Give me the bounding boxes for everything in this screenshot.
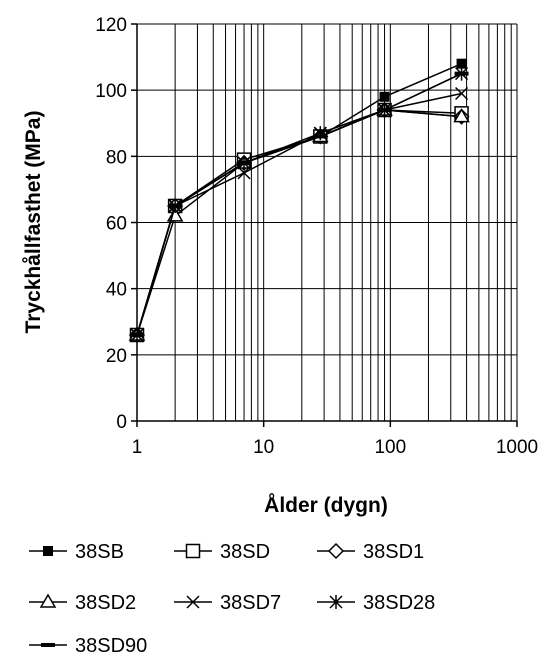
legend-item-38SD90: 38SD90 xyxy=(29,635,147,653)
legend-item-38SD2: 38SD2 xyxy=(29,592,136,614)
series-38SD2 xyxy=(128,101,470,341)
x-tick-label: 10 xyxy=(253,437,274,458)
legend-label: 38SD7 xyxy=(220,592,281,614)
data-point xyxy=(454,71,469,76)
data-point xyxy=(130,332,144,337)
series-line xyxy=(136,92,462,336)
legend-item-38SD1: 38SD1 xyxy=(317,541,424,563)
legend-item-38SD7: 38SD7 xyxy=(174,592,281,614)
data-point xyxy=(453,108,470,123)
legend-label: 38SD1 xyxy=(363,541,424,563)
series-line xyxy=(136,72,462,336)
legend-marker xyxy=(327,542,345,560)
y-axis-title: Tryckhållfasthet (MPa) xyxy=(22,111,45,334)
series-38SB xyxy=(132,58,467,340)
data-point xyxy=(455,86,469,101)
grid xyxy=(136,23,518,422)
x-tick-label: 1000 xyxy=(496,437,538,458)
legend-label: 38SD2 xyxy=(75,592,136,614)
y-tick-label: 60 xyxy=(106,214,127,235)
legend: 38SB 38SD 38SD1 38SD2 38SD7 38SD28 38SD90 xyxy=(29,541,435,653)
data-point xyxy=(377,108,392,113)
legend-marker xyxy=(329,595,343,609)
data-point xyxy=(379,91,390,102)
legend-item-38SD: 38SD xyxy=(174,541,270,563)
series-38SD90 xyxy=(130,71,469,337)
axes xyxy=(131,23,518,427)
legend-label: 38SD90 xyxy=(75,635,147,653)
legend-marker xyxy=(43,546,53,556)
series-38SD7 xyxy=(130,86,469,342)
legend-label: 38SD28 xyxy=(363,592,435,614)
y-tick-label: 40 xyxy=(106,280,127,301)
legend-marker xyxy=(186,595,200,609)
legend-marker xyxy=(41,643,55,647)
legend-marker xyxy=(185,543,201,559)
data-point xyxy=(237,166,251,180)
y-tick-label: 120 xyxy=(95,15,127,36)
legend-label: 38SD xyxy=(220,541,270,563)
x-tick-label: 100 xyxy=(374,437,406,458)
y-tick-label: 100 xyxy=(95,81,127,102)
data-point xyxy=(237,160,252,165)
data-point xyxy=(168,203,183,208)
x-axis-title: Ålder (dygn) xyxy=(264,493,388,517)
x-tick-label: 1 xyxy=(132,437,143,458)
legend-item-38SB: 38SB xyxy=(29,541,124,563)
y-tick-label: 80 xyxy=(106,147,127,168)
series-layer xyxy=(128,58,470,344)
data-point xyxy=(313,134,328,139)
y-tick-label: 20 xyxy=(106,346,127,367)
legend-label: 38SB xyxy=(75,541,124,563)
legend-marker xyxy=(39,593,57,608)
legend-item-38SD28: 38SD28 xyxy=(317,592,435,614)
y-tick-label: 0 xyxy=(116,412,127,433)
